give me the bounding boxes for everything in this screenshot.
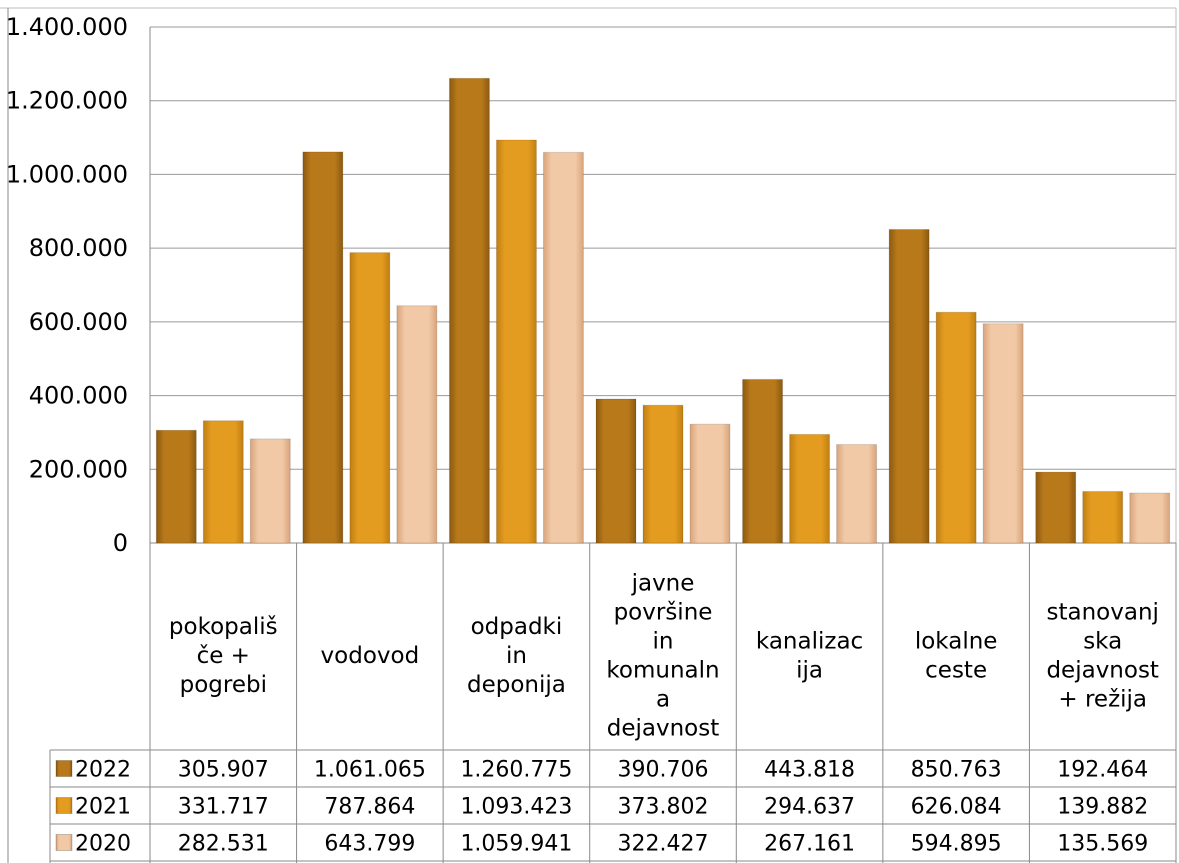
category-label-line: deponija — [467, 672, 566, 698]
bar-2022-0 — [155, 429, 197, 544]
data-label: 135.569 — [1057, 832, 1148, 857]
bar-2022-5 — [888, 228, 930, 544]
category-label-line: pogrebi — [180, 672, 267, 698]
category-label-line: + režija — [1058, 687, 1147, 713]
legend-swatch-2022 — [55, 760, 73, 777]
bar-2020-5 — [982, 323, 1024, 544]
data-label: 1.059.941 — [460, 832, 572, 857]
legend-swatch-2021 — [55, 797, 73, 814]
category-label-line: stanovanj — [1047, 600, 1159, 626]
data-label: 594.895 — [911, 832, 1002, 857]
bar-2020-2 — [542, 151, 584, 544]
bar-2020-4 — [836, 444, 878, 544]
data-label: 1.260.775 — [460, 758, 572, 783]
bar-2021-6 — [1082, 490, 1124, 544]
y-tick-label: 600.000 — [29, 308, 128, 336]
category-label-line: ceste — [925, 658, 987, 684]
category-label: javne površine in komunaln a dejavnost — [606, 571, 719, 742]
data-label: 643.799 — [324, 832, 415, 857]
y-tick-label: 1.200.000 — [6, 87, 128, 115]
category-label: lokalne ceste — [915, 629, 998, 684]
category-label-line: vodovod — [321, 643, 420, 669]
category-label-line: ska — [1083, 629, 1122, 655]
category-label: kanalizac ija — [756, 629, 863, 684]
category-label-line: dejavnost — [1046, 658, 1159, 684]
bars — [155, 77, 1171, 544]
category-label-line: lokalne — [915, 629, 998, 655]
y-tick-label: 800.000 — [29, 234, 128, 262]
data-label: 1.093.423 — [460, 795, 572, 820]
bar-2020-6 — [1129, 492, 1171, 544]
category-label-line: a — [656, 687, 670, 713]
legend-label: 2022 — [75, 758, 131, 783]
bar-2021-2 — [495, 139, 537, 544]
y-tick-label: 0 — [113, 529, 128, 557]
y-tick-label: 400.000 — [29, 382, 128, 410]
legend-label: 2021 — [75, 795, 131, 820]
legend-label: 2020 — [75, 832, 131, 857]
category-label-line: javne — [631, 571, 695, 597]
bar-2020-3 — [689, 423, 731, 544]
category-label-line: pokopališ — [169, 614, 278, 640]
category-label-line: in — [653, 629, 674, 655]
category-label-line: površine — [614, 600, 713, 626]
data-table: pokopališ če + pogrebi vodovod odpadki in depo… — [49, 543, 1177, 863]
category-label-line: odpadki — [471, 614, 563, 640]
category-label: odpadki in deponija — [467, 614, 566, 698]
category-label-line: če + — [197, 643, 250, 669]
bar-2021-5 — [935, 311, 977, 544]
y-tick-label: 200.000 — [29, 455, 128, 483]
data-label: 282.531 — [178, 832, 269, 857]
bar-2020-0 — [249, 438, 291, 544]
data-label: 192.464 — [1057, 758, 1148, 783]
bar-2020-1 — [396, 305, 438, 544]
bar-2022-4 — [742, 378, 784, 544]
bar-2021-3 — [642, 404, 684, 544]
data-label: 322.427 — [618, 832, 709, 857]
bar-2021-4 — [789, 433, 831, 544]
category-label-line: kanalizac — [756, 629, 863, 655]
bar-2022-3 — [595, 398, 637, 544]
category-label-line: dejavnost — [607, 716, 720, 742]
data-label: 139.882 — [1057, 795, 1148, 820]
bar-2022-1 — [302, 151, 344, 544]
category-label: stanovanj ska dejavnost + režija — [1046, 600, 1159, 713]
category-label: vodovod — [321, 643, 420, 669]
category-label: pokopališ če + pogrebi — [169, 614, 278, 698]
category-label-line: ija — [796, 658, 823, 684]
data-label: 305.907 — [178, 758, 269, 783]
data-label: 331.717 — [178, 795, 269, 820]
bar-2021-1 — [349, 252, 391, 544]
y-axis-ticks: 0 200.000 400.000 600.000 800.000 1.000.000 1.… — [6, 13, 128, 557]
bar-2022-6 — [1035, 471, 1077, 544]
category-label-line: in — [506, 643, 527, 669]
category-label-line: komunaln — [606, 658, 719, 684]
data-label: 294.637 — [764, 795, 855, 820]
bar-2022-2 — [448, 77, 490, 544]
y-tick-label: 1.000.000 — [6, 160, 128, 188]
data-label: 626.084 — [911, 795, 1002, 820]
data-label: 267.161 — [764, 832, 855, 857]
data-label: 443.818 — [764, 758, 855, 783]
y-tick-label: 1.400.000 — [6, 13, 128, 41]
data-label: 787.864 — [324, 795, 415, 820]
data-label: 373.802 — [618, 795, 709, 820]
data-label: 1.061.065 — [314, 758, 426, 783]
bar-2021-0 — [202, 420, 244, 544]
legend-swatch-2020 — [55, 834, 73, 851]
data-label: 850.763 — [911, 758, 1002, 783]
data-label: 390.706 — [618, 758, 709, 783]
